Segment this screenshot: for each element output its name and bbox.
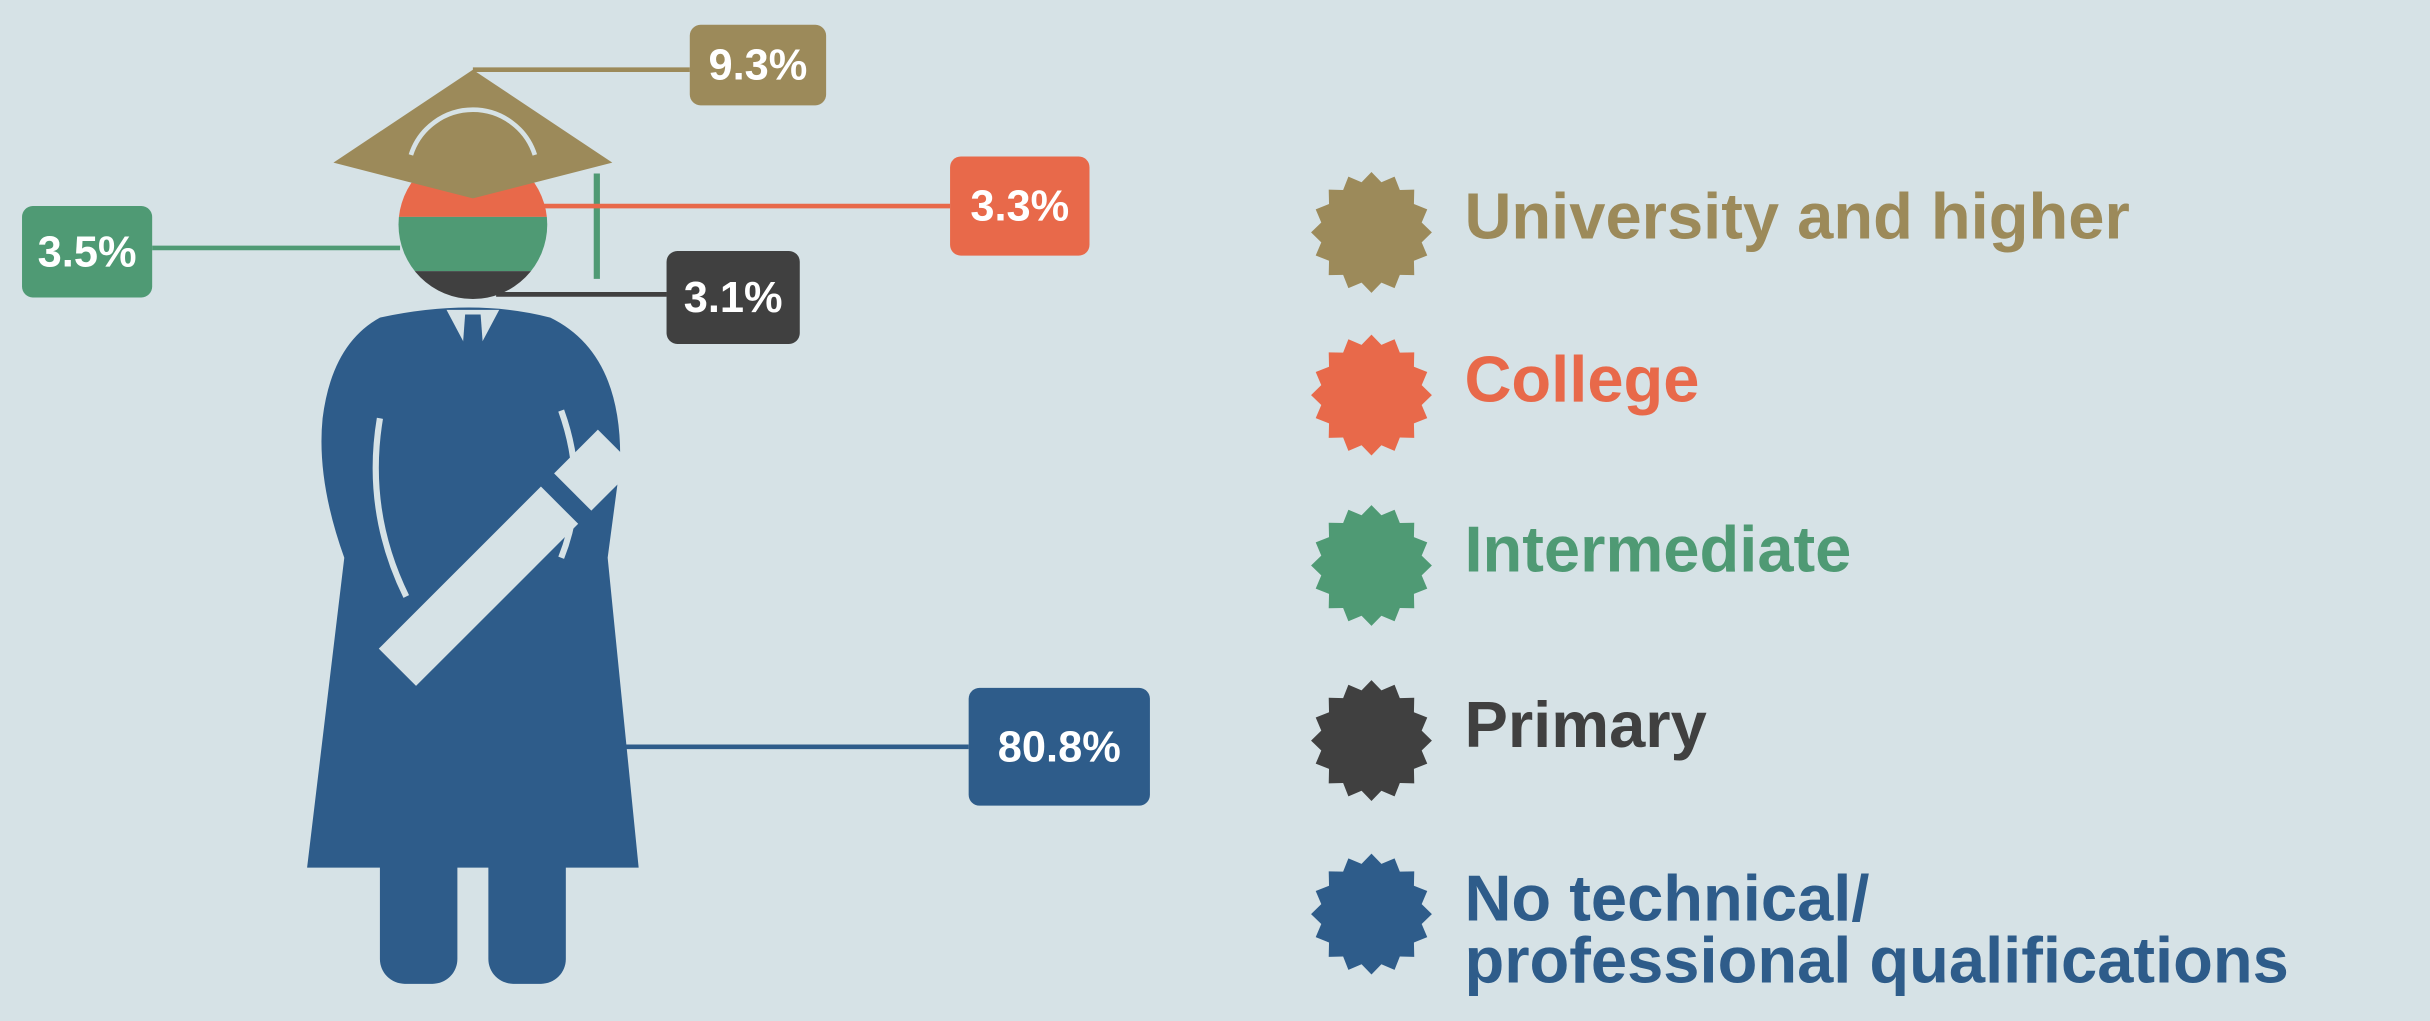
legend-badge — [1311, 505, 1432, 626]
arm-line — [372, 417, 410, 598]
value-box — [666, 250, 800, 344]
tie — [462, 314, 484, 372]
legend-item: College — [1464, 348, 1700, 416]
leg — [488, 836, 566, 984]
legend-badge — [1311, 334, 1432, 456]
legend-item: No technical/ professional qualification… — [1464, 867, 2289, 997]
head-band — [398, 216, 548, 272]
legend-item: Intermediate — [1464, 519, 1852, 586]
legend-item: University and higher — [1464, 185, 2130, 253]
diploma-band — [536, 469, 596, 529]
value-box — [950, 156, 1090, 256]
cap — [333, 69, 613, 199]
head-outline — [408, 107, 538, 156]
legend-label: College — [1464, 348, 1700, 416]
value-label: 3.5% — [38, 228, 137, 276]
legend-badge — [1311, 680, 1432, 801]
value-label: 80.8% — [998, 723, 1121, 771]
value-label: 9.3% — [709, 42, 808, 90]
value-label: 3.1% — [684, 274, 783, 322]
legend-badge — [1311, 171, 1432, 293]
legend-label: Primary — [1464, 694, 1707, 761]
leg — [379, 836, 458, 984]
value-label: 3.3% — [970, 183, 1069, 231]
legend-label: Intermediate — [1464, 519, 1852, 586]
value-box — [968, 687, 1150, 806]
value-box — [22, 206, 153, 298]
legend-badge — [1311, 853, 1432, 975]
legend-item: Primary — [1464, 694, 1707, 761]
legend-label: No technical/ professional qualification… — [1464, 867, 2289, 997]
value-box — [689, 24, 827, 106]
legend-label: University and higher — [1464, 185, 2130, 253]
